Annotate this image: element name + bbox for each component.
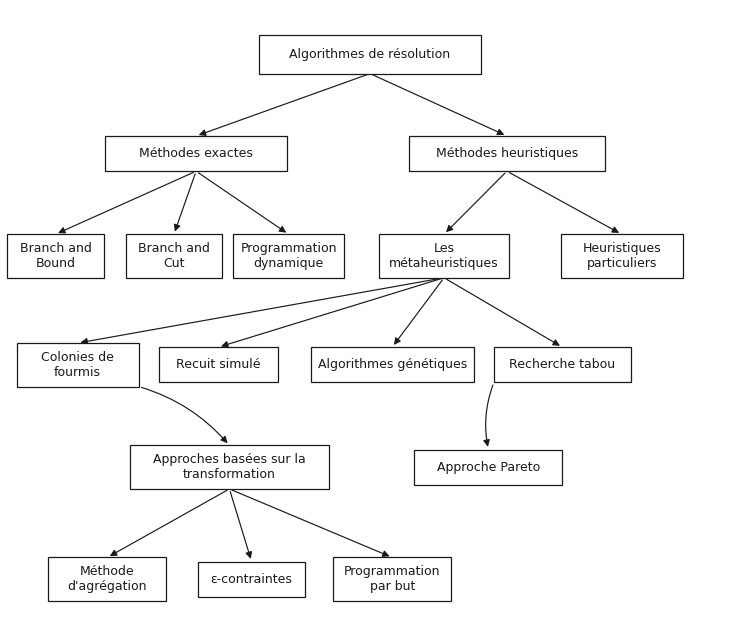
Text: Heuristiques
particuliers: Heuristiques particuliers (582, 242, 661, 270)
Text: Colonies de
fourmis: Colonies de fourmis (41, 351, 114, 379)
Text: Recherche tabou: Recherche tabou (509, 358, 616, 371)
FancyBboxPatch shape (198, 562, 306, 596)
FancyBboxPatch shape (126, 234, 222, 278)
Text: Programmation
par but: Programmation par but (344, 565, 440, 593)
Text: Branch and
Cut: Branch and Cut (138, 242, 210, 270)
FancyBboxPatch shape (414, 449, 562, 485)
FancyBboxPatch shape (7, 234, 104, 278)
Text: Recuit simulé: Recuit simulé (176, 358, 260, 371)
Text: Algorithmes de résolution: Algorithmes de résolution (289, 48, 451, 61)
Text: Les
métaheuristiques: Les métaheuristiques (389, 242, 499, 270)
FancyBboxPatch shape (106, 136, 287, 171)
Text: Approches basées sur la
transformation: Approches basées sur la transformation (153, 453, 306, 481)
FancyBboxPatch shape (259, 35, 481, 74)
Text: Méthodes heuristiques: Méthodes heuristiques (436, 147, 578, 160)
FancyBboxPatch shape (48, 557, 166, 601)
FancyBboxPatch shape (494, 347, 630, 383)
FancyBboxPatch shape (159, 347, 278, 383)
Text: ε-contraintes: ε-contraintes (211, 573, 292, 586)
Text: Programmation
dynamique: Programmation dynamique (240, 242, 337, 270)
FancyBboxPatch shape (333, 557, 451, 601)
Text: Approche Pareto: Approche Pareto (437, 461, 540, 474)
FancyBboxPatch shape (561, 234, 682, 278)
Text: Méthodes exactes: Méthodes exactes (139, 147, 253, 160)
FancyBboxPatch shape (408, 136, 605, 171)
FancyBboxPatch shape (130, 445, 329, 489)
FancyBboxPatch shape (379, 234, 509, 278)
FancyBboxPatch shape (233, 234, 344, 278)
FancyBboxPatch shape (16, 343, 139, 387)
Text: Méthode
d'agrégation: Méthode d'agrégation (67, 565, 147, 593)
Text: Algorithmes génétiques: Algorithmes génétiques (317, 358, 467, 371)
FancyBboxPatch shape (311, 347, 474, 383)
Text: Branch and
Bound: Branch and Bound (19, 242, 92, 270)
